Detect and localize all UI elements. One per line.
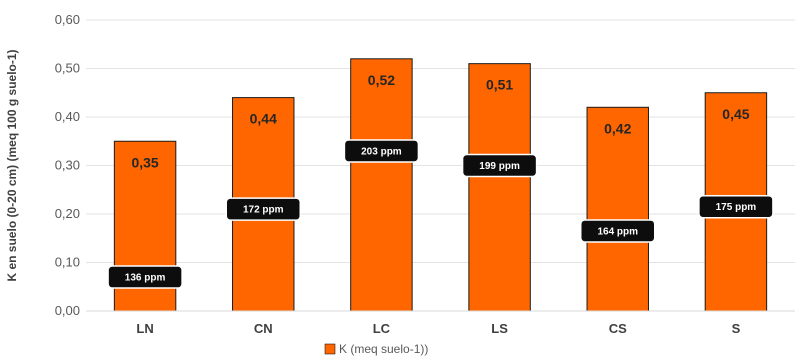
ppm-label: 199 ppm (479, 161, 520, 172)
ppm-label: 164 ppm (597, 226, 638, 237)
y-tick-label: 0,20 (55, 206, 80, 221)
y-tick-label: 0,50 (55, 61, 80, 76)
bar-value-label: 0,52 (368, 72, 395, 88)
bar (350, 58, 413, 312)
ppm-label: 175 ppm (716, 202, 757, 213)
y-tick-label: 0,60 (55, 12, 80, 27)
ppm-label: 203 ppm (361, 146, 402, 157)
x-category-label: CS (609, 321, 627, 336)
bar-value-label: 0,45 (722, 106, 749, 122)
gridlines (86, 19, 795, 263)
bar-value-label: 0,42 (604, 120, 631, 136)
x-axis-categories: LN CN LC LS CS S (136, 321, 740, 336)
value-labels: 0,35 0,44 0,52 0,51 0,42 0,45 (131, 72, 749, 170)
legend-label: K (meq suelo-1)) (339, 342, 428, 356)
ppm-label: 136 ppm (125, 273, 166, 284)
y-tick-label: 0,10 (55, 255, 80, 270)
y-axis-ticks: 0,00 0,10 0,20 0,30 0,40 0,50 0,60 (55, 12, 80, 318)
ppm-box (343, 139, 420, 163)
y-axis-title: K en suelo (0-20 cm) (meq 100 g suelo-1) (5, 49, 19, 281)
y-tick-label: 0,40 (55, 109, 80, 124)
bar-value-label: 0,35 (131, 154, 158, 170)
ppm-annotations: 136 ppm 172 ppm 203 ppm 199 ppm 164 ppm 175 p… (107, 139, 774, 289)
ppm-box (107, 265, 183, 289)
y-tick-label: 0,00 (55, 303, 80, 318)
bar-value-label: 0,44 (250, 111, 277, 127)
x-category-label: LS (491, 321, 508, 336)
bar-value-label: 0,51 (486, 77, 513, 93)
y-tick-label: 0,30 (55, 158, 80, 173)
bars (113, 58, 768, 312)
bar (468, 63, 531, 312)
ppm-box (698, 194, 774, 219)
bar (586, 106, 649, 312)
x-category-label: LN (136, 321, 153, 336)
ppm-box (461, 153, 538, 178)
legend-swatch (324, 343, 336, 355)
ppm-label: 172 ppm (243, 205, 284, 216)
x-category-label: S (732, 321, 741, 336)
legend: K (meq suelo-1)) (324, 342, 428, 356)
ppm-box (225, 197, 301, 221)
x-category-label: CN (254, 321, 273, 336)
x-category-label: LC (373, 321, 391, 336)
ppm-box (580, 219, 656, 243)
